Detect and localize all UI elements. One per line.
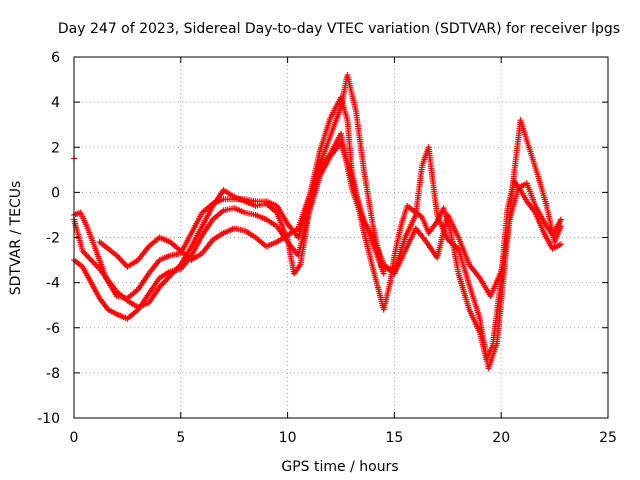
y-tick-label: 0 [51, 185, 60, 201]
data-point [380, 270, 387, 277]
data-points [71, 72, 565, 372]
x-tick-label: 15 [385, 430, 403, 446]
series-track-a [71, 94, 565, 363]
y-tick-label: 4 [51, 95, 60, 111]
y-tick-labels: -10 -8 -6 -4 -2 0 2 4 6 [37, 50, 60, 427]
y-tick-label: 6 [51, 50, 60, 66]
x-tick-label: 20 [492, 430, 510, 446]
y-tick-label: -2 [46, 231, 60, 247]
grid [74, 57, 608, 418]
axis-ticks [73, 56, 609, 419]
series-track-d [96, 130, 565, 300]
data-point [558, 241, 565, 248]
y-tick-label: -6 [46, 321, 60, 337]
y-axis-label: SDTVAR / TECUs [8, 181, 24, 296]
y-tick-label: -4 [46, 276, 60, 292]
x-axis-label: GPS time / hours [281, 459, 398, 475]
x-tick-label: 10 [279, 430, 297, 446]
x-tick-label: 25 [599, 430, 617, 446]
series-track-b [71, 72, 565, 372]
y-tick-label: 2 [51, 140, 60, 156]
series-track-c [71, 139, 387, 311]
x-tick-labels: 0 5 10 15 20 25 [70, 430, 617, 446]
y-tick-label: -8 [46, 366, 60, 382]
x-tick-label: 5 [176, 430, 185, 446]
chart-title: Day 247 of 2023, Sidereal Day-to-day VTE… [58, 21, 620, 37]
y-tick-label: -10 [37, 411, 60, 427]
data-point [558, 216, 565, 223]
x-tick-label: 0 [70, 430, 79, 446]
